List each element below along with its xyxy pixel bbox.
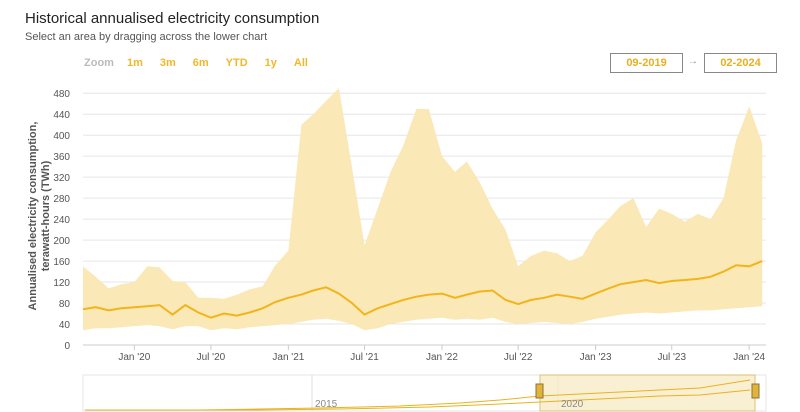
range-band-area — [83, 88, 763, 331]
y-tick-label: 480 — [53, 89, 70, 100]
x-tick-label: Jul '20 — [197, 352, 226, 363]
chart-title: Historical annualised electricity consum… — [25, 10, 320, 27]
y-tick-label: 360 — [53, 152, 70, 163]
y-tick-label: 440 — [53, 110, 70, 121]
y-tick-label: 120 — [53, 278, 70, 289]
x-axis-ticks: Jan '20 Jul '20 Jan '21 Jul '21 Jan '22 Jul '… — [83, 344, 766, 363]
y-tick-label: 80 — [59, 299, 71, 310]
y-tick-label: 400 — [53, 131, 70, 142]
y-tick-label: 200 — [53, 236, 70, 247]
range-from-input[interactable]: 09-2019 — [610, 53, 683, 73]
zoom-1m-button[interactable]: 1m — [126, 57, 143, 69]
y-tick-label: 40 — [59, 320, 71, 331]
zoom-ytd-button[interactable]: YTD — [225, 57, 248, 69]
navigator-label-2020: 2020 — [561, 399, 584, 410]
zoom-1y-button[interactable]: 1y — [264, 57, 277, 69]
zoom-label: Zoom — [84, 57, 114, 69]
y-tick-label: 160 — [53, 257, 70, 268]
zoom-all-button[interactable]: All — [293, 57, 308, 69]
navigator[interactable]: 2015 2020 — [82, 374, 767, 412]
y-tick-label: 320 — [53, 173, 70, 184]
x-tick-label: Jan '21 — [272, 352, 304, 363]
zoom-3m-button[interactable]: 3m — [159, 57, 176, 69]
y-axis-ticks: 0 40 80 120 160 200 240 280 320 360 400 440 480 — [53, 89, 70, 352]
x-tick-label: Jan '22 — [426, 352, 458, 363]
zoom-6m-button[interactable]: 6m — [192, 57, 209, 69]
y-tick-label: 0 — [64, 341, 70, 352]
chart-subtitle: Select an area by dragging across the lo… — [25, 31, 268, 43]
x-tick-label: Jan '20 — [118, 352, 150, 363]
range-arrow-icon: → — [688, 56, 698, 67]
navigator-upper-line — [85, 379, 751, 411]
navigator-left-handle[interactable] — [535, 383, 544, 399]
navigator-label-2015: 2015 — [315, 399, 338, 410]
navigator-lower-line — [85, 389, 751, 411]
y-axis-label: Annualised electricity consumption,teraw… — [27, 122, 52, 311]
x-tick-label: Jul '23 — [657, 352, 686, 363]
navigator-right-handle[interactable] — [751, 383, 760, 399]
y-tick-label: 240 — [53, 215, 70, 226]
x-tick-label: Jan '23 — [580, 352, 612, 363]
range-to-input[interactable]: 02-2024 — [704, 53, 777, 73]
zoom-bar: Zoom 1m 3m 6m YTD 1y All — [84, 57, 325, 69]
x-tick-label: Jul '21 — [350, 352, 379, 363]
x-tick-label: Jul '22 — [504, 352, 533, 363]
estimated-line — [82, 260, 763, 319]
y-tick-label: 280 — [53, 194, 70, 205]
x-tick-label: Jan '24 — [733, 352, 765, 363]
